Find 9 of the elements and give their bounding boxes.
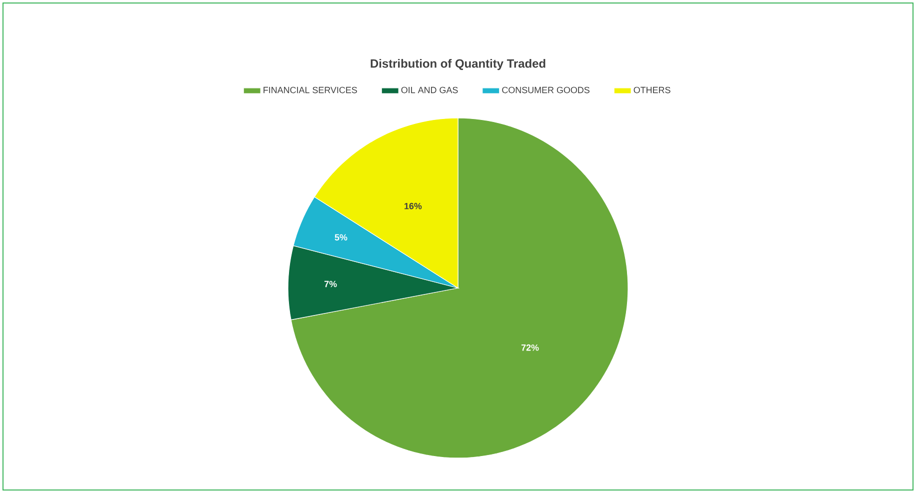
data-label: 7% bbox=[324, 280, 337, 288]
data-label: 16% bbox=[404, 202, 422, 210]
data-label: 5% bbox=[334, 234, 348, 241]
legend-label: CONSUMER GOODS bbox=[502, 86, 590, 94]
chart-title: Distribution of Quantity Traded bbox=[370, 58, 546, 70]
legend-label: FINANCIAL SERVICES bbox=[264, 86, 357, 94]
legend-label: OTHERS bbox=[634, 86, 670, 94]
legend-label: OIL AND GAS bbox=[401, 86, 458, 94]
data-label: 72% bbox=[521, 344, 539, 351]
